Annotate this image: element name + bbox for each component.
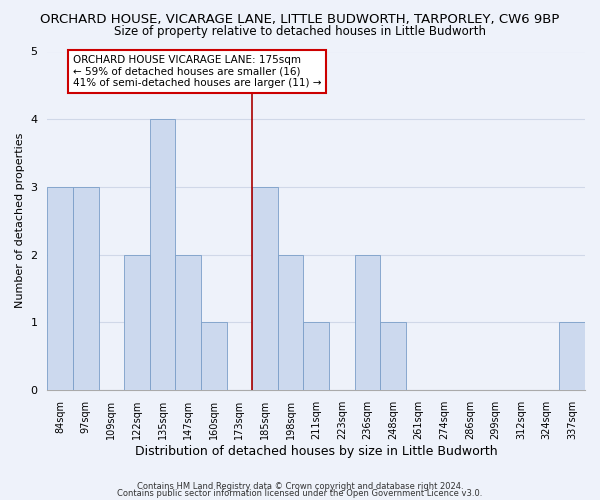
Bar	[355, 254, 380, 390]
Bar	[150, 119, 175, 390]
Bar	[124, 254, 150, 390]
Bar	[252, 187, 278, 390]
Bar	[201, 322, 227, 390]
Text: Contains public sector information licensed under the Open Government Licence v3: Contains public sector information licen…	[118, 490, 482, 498]
Y-axis label: Number of detached properties: Number of detached properties	[15, 133, 25, 308]
Bar	[380, 322, 406, 390]
Bar	[559, 322, 585, 390]
Text: ORCHARD HOUSE, VICARAGE LANE, LITTLE BUDWORTH, TARPORLEY, CW6 9BP: ORCHARD HOUSE, VICARAGE LANE, LITTLE BUD…	[40, 12, 560, 26]
Bar	[73, 187, 98, 390]
Bar	[304, 322, 329, 390]
X-axis label: Distribution of detached houses by size in Little Budworth: Distribution of detached houses by size …	[135, 444, 497, 458]
Text: Contains HM Land Registry data © Crown copyright and database right 2024.: Contains HM Land Registry data © Crown c…	[137, 482, 463, 491]
Text: ORCHARD HOUSE VICARAGE LANE: 175sqm
← 59% of detached houses are smaller (16)
41: ORCHARD HOUSE VICARAGE LANE: 175sqm ← 59…	[73, 55, 322, 88]
Bar	[47, 187, 73, 390]
Bar	[175, 254, 201, 390]
Bar	[278, 254, 304, 390]
Text: Size of property relative to detached houses in Little Budworth: Size of property relative to detached ho…	[114, 25, 486, 38]
